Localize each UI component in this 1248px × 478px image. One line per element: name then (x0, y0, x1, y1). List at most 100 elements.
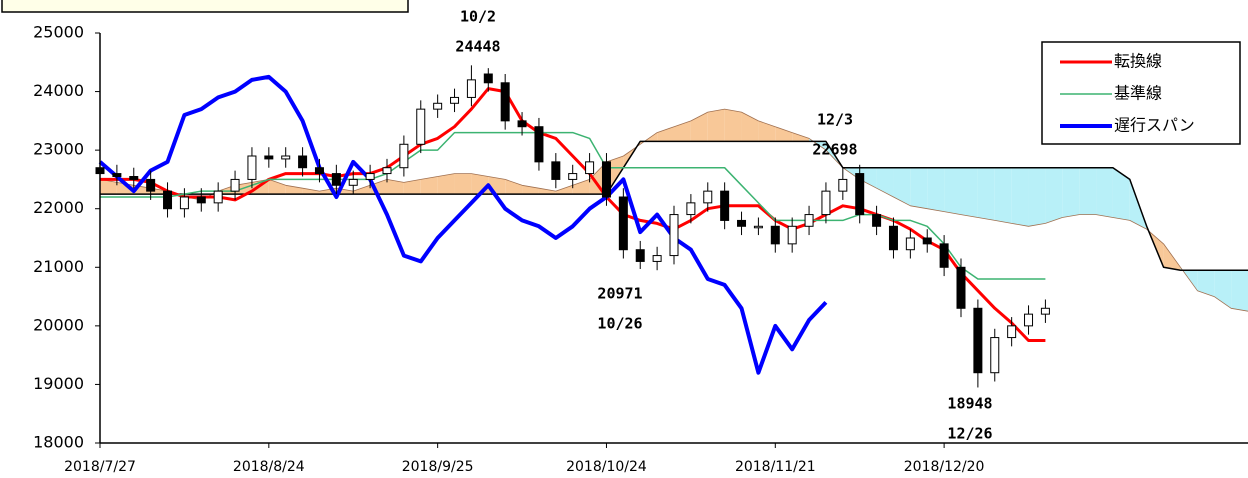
cloud-piece (353, 185, 371, 195)
candle-body (230, 178, 240, 192)
candle-body (922, 237, 932, 245)
candle-body (112, 173, 122, 177)
candle-body (213, 190, 223, 204)
annotation: 20971 (597, 285, 642, 303)
cloud-piece (505, 179, 523, 195)
cloud-piece (994, 167, 1012, 224)
candle-body (348, 178, 358, 186)
candle-body (956, 266, 966, 309)
candle-body (551, 161, 561, 180)
candle-body (196, 196, 206, 204)
candle-body (635, 249, 645, 262)
candle-body (990, 337, 1000, 374)
candle-body (652, 255, 662, 262)
cloud-piece (268, 179, 286, 195)
candle-body (281, 155, 291, 160)
x-tick-label: 2018/7/27 (64, 459, 136, 475)
cloud-piece (403, 179, 421, 195)
y-tick-label: 21000 (33, 257, 84, 276)
candle-body (669, 214, 679, 257)
candle-body (416, 108, 426, 145)
candle-body (720, 190, 730, 221)
annotation: 18948 (947, 395, 992, 413)
legend-label: 基準線 (1114, 84, 1162, 103)
candle-body (264, 155, 274, 160)
annotation: 12/26 (947, 425, 992, 443)
y-tick-label: 24000 (33, 81, 84, 100)
series-line (98, 74, 828, 375)
x-tick-label: 2018/10/24 (566, 459, 647, 475)
annotation: 12/3 (817, 111, 853, 129)
cloud-piece (1045, 167, 1063, 224)
cloud-piece (302, 188, 320, 195)
candle-body (888, 225, 898, 251)
candle-body (872, 214, 882, 227)
cloud-piece (977, 167, 995, 221)
cloud-piece (944, 167, 961, 215)
annotation: 10/2 (460, 8, 496, 26)
candle-body (838, 178, 848, 192)
cloud-piece (859, 167, 877, 189)
cloud-piece (707, 109, 725, 142)
candle-body (753, 225, 763, 229)
cloud-piece (538, 188, 556, 195)
cloud-piece (1011, 167, 1029, 227)
cloud-piece (724, 109, 742, 142)
cloud-piece (1079, 167, 1097, 215)
cloud-piece (1197, 270, 1215, 297)
cloud-piece (893, 167, 911, 206)
candle-body (146, 178, 156, 192)
cloud-piece (910, 167, 928, 209)
candle-body (331, 173, 341, 186)
candle-body (787, 225, 797, 245)
cloud-piece (437, 173, 455, 195)
candle-body (737, 219, 747, 227)
cloud-piece (1028, 167, 1046, 227)
cloud-piece (961, 167, 978, 218)
candle-body (179, 196, 189, 210)
series-line (100, 87, 1046, 342)
candles (95, 65, 1050, 388)
cloud-piece (1163, 243, 1181, 271)
cloud-piece (1214, 270, 1232, 309)
candle-body (163, 190, 173, 210)
candle-body (517, 120, 527, 128)
cloud-piece (420, 176, 438, 195)
legend-label: 遅行スパン (1114, 116, 1195, 135)
candle-body (534, 126, 544, 163)
cloud-piece (100, 179, 117, 195)
candle-body (855, 173, 865, 216)
candle-body (1024, 313, 1034, 327)
candle-body (399, 143, 409, 169)
cloud-piece (690, 112, 708, 142)
cloud-piece (1062, 167, 1080, 218)
candle-body (500, 82, 510, 122)
annotation: 10/26 (597, 315, 642, 333)
y-tick-label: 20000 (33, 315, 84, 334)
x-tick-label: 2018/11/21 (735, 459, 816, 475)
candle-body (821, 190, 831, 216)
cloud-piece (1112, 167, 1130, 221)
cloud-piece (454, 173, 472, 195)
cloud-piece (775, 126, 793, 142)
series-line (100, 131, 1046, 280)
cloud-piece (741, 112, 759, 142)
title-box (1, 0, 409, 13)
cloud-piece (876, 167, 894, 197)
cloud-piece (1096, 167, 1113, 218)
cloud-piece (927, 167, 945, 212)
cloud-piece (657, 126, 674, 142)
candle-body (568, 173, 578, 180)
candle-body (686, 202, 696, 216)
candle-body (365, 173, 375, 180)
cloud-piece (387, 179, 404, 195)
annotation: 22698 (812, 141, 857, 159)
candle-body (939, 243, 949, 268)
candle-body (585, 161, 595, 175)
candle-body (905, 237, 915, 251)
x-tick-label: 2018/12/20 (904, 459, 985, 475)
lines (98, 74, 1046, 375)
cloud-piece (758, 120, 776, 142)
